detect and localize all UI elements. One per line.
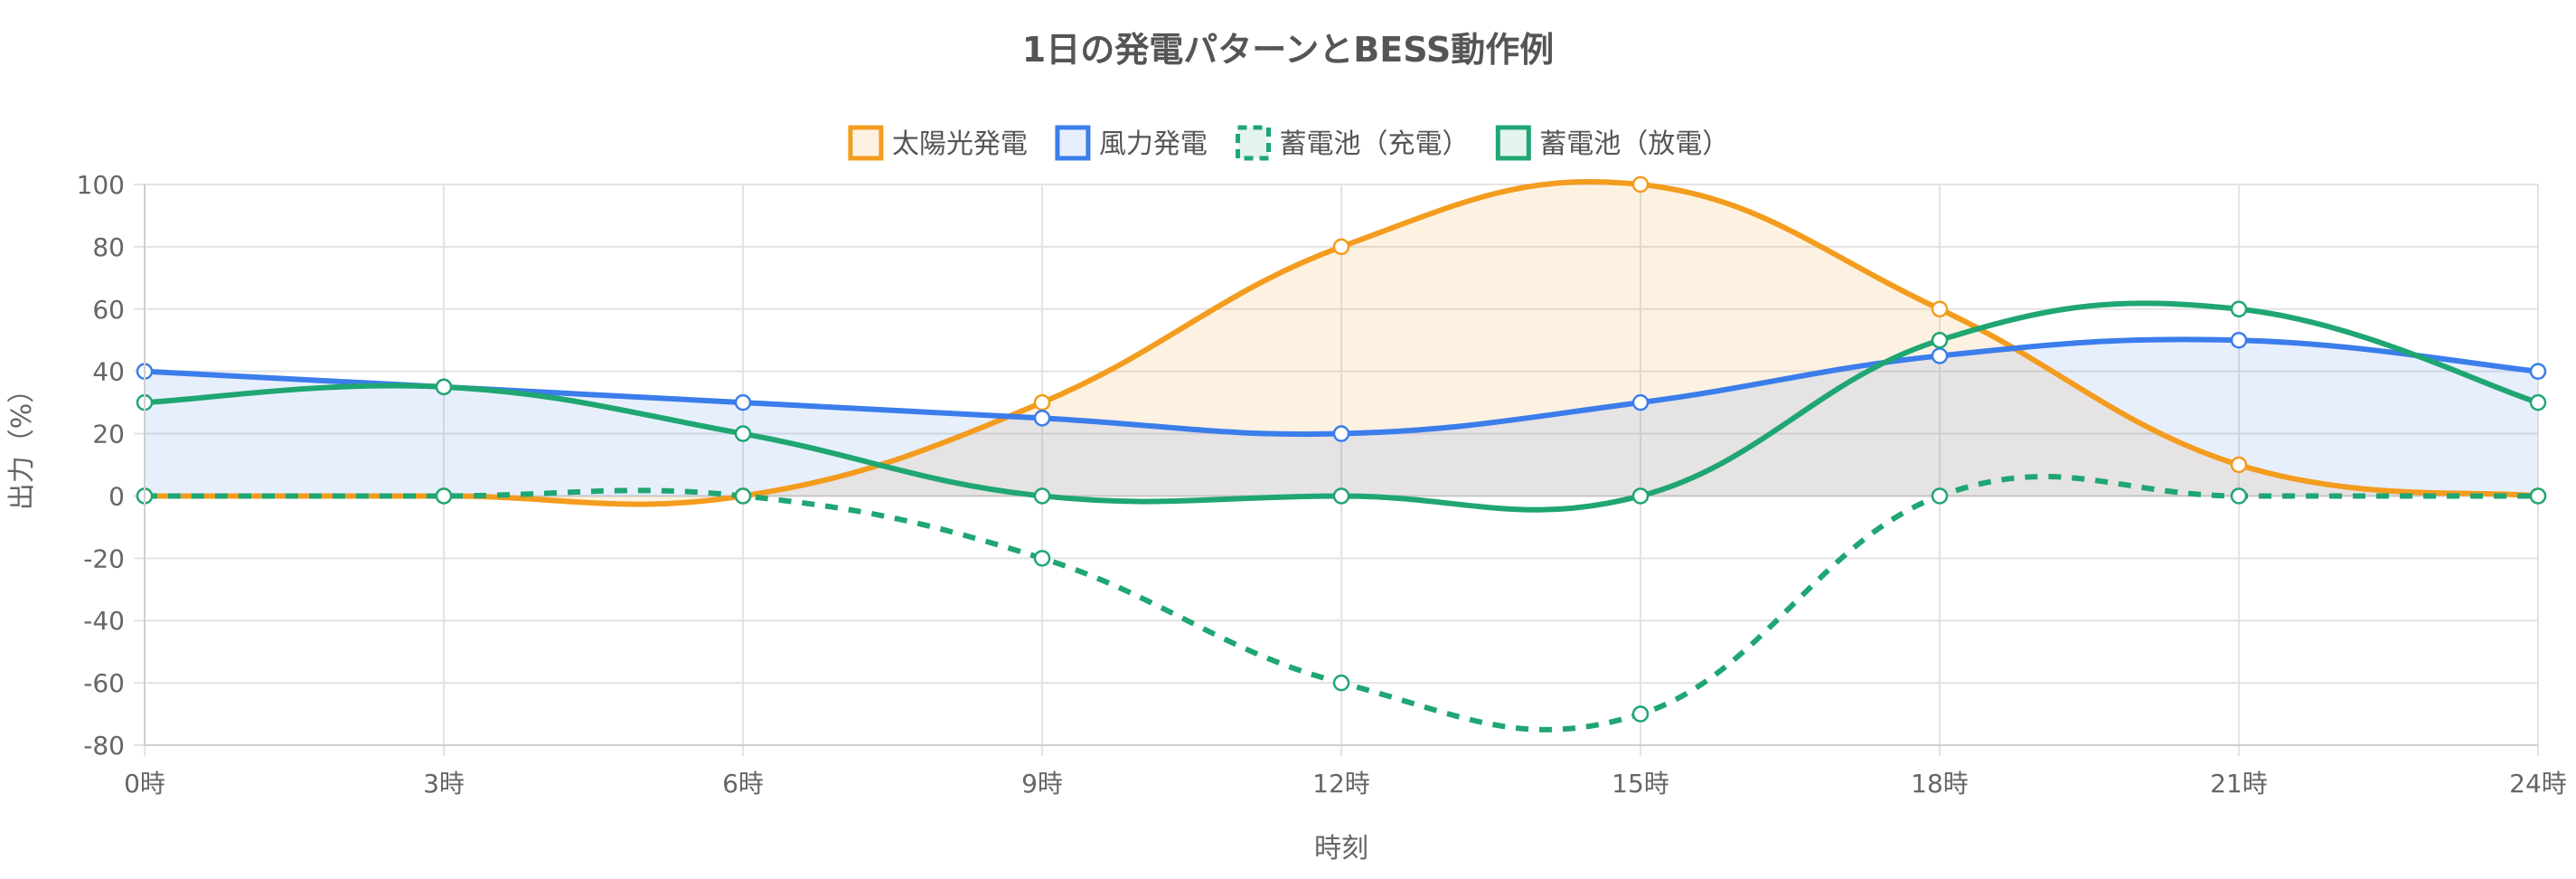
chart-title: 1日の発電パターンとBESS動作例 <box>1022 30 1555 70</box>
series-points <box>136 175 2547 723</box>
data-point <box>2230 331 2248 349</box>
data-point <box>435 378 453 396</box>
data-point <box>1033 487 1051 505</box>
y-tick-label: 60 <box>92 295 125 325</box>
data-point <box>1631 175 1650 194</box>
x-tick-label: 3時 <box>423 769 465 799</box>
series-fills <box>145 181 2538 505</box>
data-point <box>1033 393 1051 411</box>
data-point <box>2529 363 2547 380</box>
data-point <box>1332 487 1350 505</box>
data-point <box>2529 487 2547 505</box>
x-tick-label: 9時 <box>1021 769 1063 799</box>
y-tick-label: -40 <box>83 606 125 636</box>
x-tick-label: 18時 <box>1911 769 1969 799</box>
y-axis-title: 出力（%） <box>6 376 38 511</box>
data-point <box>2230 487 2248 505</box>
data-point <box>1631 705 1650 723</box>
x-tick-label: 12時 <box>1312 769 1370 799</box>
data-point <box>2230 300 2248 318</box>
data-point <box>1931 331 1949 349</box>
data-point <box>1631 487 1650 505</box>
data-point <box>1931 300 1949 318</box>
y-tick-label: 100 <box>77 170 125 200</box>
data-point <box>435 487 453 505</box>
legend-label: 蓄電池（放電） <box>1539 128 1729 160</box>
data-point <box>1332 425 1350 442</box>
data-point <box>1931 347 1949 364</box>
series-area <box>145 181 2538 505</box>
data-point <box>1931 487 1949 505</box>
x-tick-label: 24時 <box>2509 769 2567 799</box>
legend-label: 太陽光発電 <box>892 128 1028 160</box>
y-tick-label: 40 <box>92 357 125 387</box>
data-point <box>1332 674 1350 692</box>
series-area <box>145 339 2538 496</box>
data-point <box>734 425 752 442</box>
data-point <box>734 393 752 411</box>
y-tick-label: 80 <box>92 232 125 262</box>
legend: 太陽光発電 風力発電 蓄電池（充電） 蓄電池（放電） <box>848 125 1729 161</box>
x-tick-label: 6時 <box>722 769 764 799</box>
y-tick-label: 20 <box>92 420 125 449</box>
data-point <box>1631 393 1650 411</box>
y-tick-label: 0 <box>108 481 125 511</box>
data-point <box>2529 393 2547 411</box>
data-point <box>1033 550 1051 567</box>
data-point <box>1033 410 1051 427</box>
data-point <box>1332 238 1350 256</box>
legend-swatch <box>1495 125 1531 161</box>
y-tick-label: -80 <box>83 731 125 761</box>
legend-label: 風力発電 <box>1099 128 1208 160</box>
x-tick-label: 15時 <box>1612 769 1669 799</box>
x-axis-title: 時刻 <box>1314 833 1368 865</box>
legend-swatch <box>1055 125 1091 161</box>
axes: 100 80 60 40 20 0 -20 -40 -60 -80 0時 3時 6時 9時 12時 15時 18… <box>77 170 2567 799</box>
data-point <box>734 487 752 505</box>
data-point <box>2230 456 2248 474</box>
legend-swatch <box>848 125 884 161</box>
y-tick-label: -20 <box>83 543 125 573</box>
y-tick-label: -60 <box>83 668 125 698</box>
x-tick-label: 0時 <box>124 769 165 799</box>
x-tick-label: 21時 <box>2210 769 2268 799</box>
legend-label: 蓄電池（充電） <box>1280 128 1470 160</box>
legend-swatch <box>1236 125 1271 161</box>
